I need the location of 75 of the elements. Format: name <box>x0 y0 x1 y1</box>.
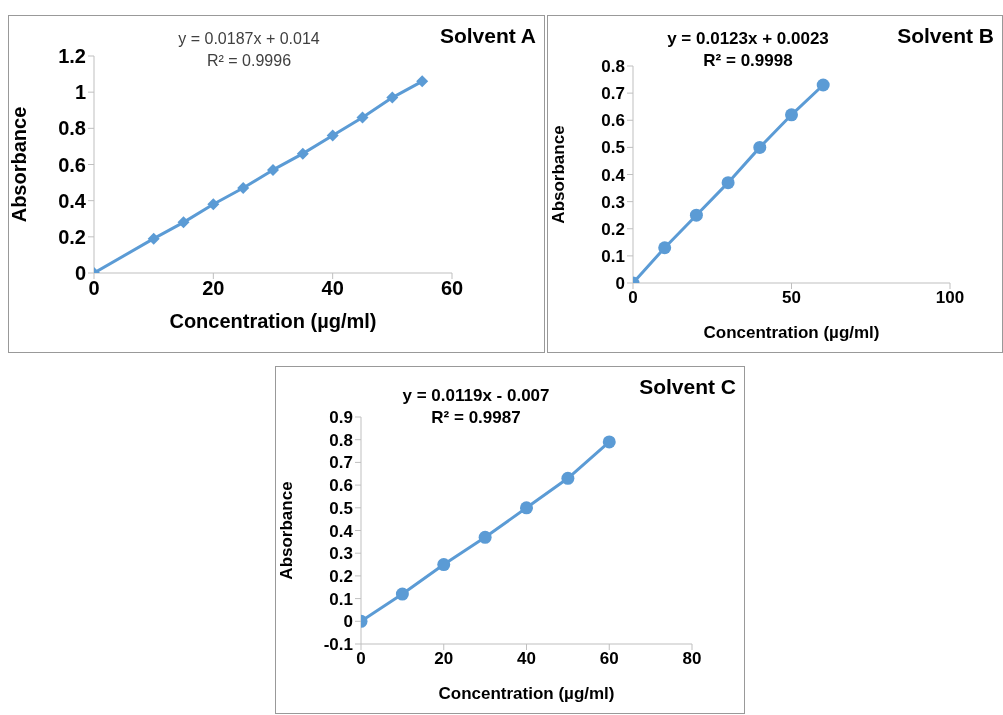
point <box>267 163 279 176</box>
y-tick-label: 0.8 <box>329 430 353 450</box>
y-tick-label: 0.5 <box>329 498 353 518</box>
y-tick-label: 0.1 <box>329 589 353 609</box>
x-axis-title: Concentration (µg/ml) <box>438 684 615 703</box>
point <box>386 91 399 104</box>
point <box>177 216 190 229</box>
x-tick-label: 80 <box>682 649 702 669</box>
x-tick-label: 0 <box>88 277 100 300</box>
y-tick-label: 0.4 <box>329 521 354 541</box>
chart-title: Solvent C <box>639 375 736 399</box>
y-tick-label: -0.1 <box>323 635 353 655</box>
annotation: R² = 0.9998 <box>702 50 794 72</box>
y-tick-label: 0.4 <box>601 165 626 185</box>
y-tick-label: 0.6 <box>601 111 625 131</box>
point <box>785 108 798 122</box>
x-tick-label: 60 <box>599 649 619 669</box>
y-tick-label: 0.4 <box>58 189 87 212</box>
y-tick-label: 0 <box>74 262 86 285</box>
x-tick-label: 0 <box>356 649 366 669</box>
x-tick-label: 20 <box>202 277 225 300</box>
x-tick-label: 60 <box>440 277 464 300</box>
point <box>326 129 339 142</box>
point <box>602 435 616 449</box>
point <box>816 78 830 92</box>
chart-title: Solvent A <box>439 24 536 48</box>
point <box>296 147 309 160</box>
x-tick-label: 40 <box>321 277 344 300</box>
y-tick-label: 0.5 <box>601 138 625 158</box>
x-tick-label: 50 <box>782 288 801 308</box>
point <box>721 176 735 190</box>
y-tick-label: 0.3 <box>329 544 353 564</box>
text: y = 0.0187x + 0.014 <box>177 29 321 49</box>
y-tick-label: 0.2 <box>58 225 86 248</box>
y-tick-label: 0.6 <box>329 476 353 496</box>
chart-title: Solvent B <box>897 24 994 48</box>
y-tick-label: 0 <box>343 612 353 632</box>
point <box>437 558 451 572</box>
point <box>356 111 369 124</box>
y-tick-label: 0.7 <box>601 84 625 104</box>
y-axis-title: Absorbance <box>277 481 297 580</box>
point <box>658 241 672 255</box>
point <box>237 182 250 195</box>
y-axis-title: Absorbance <box>8 106 31 223</box>
y-tick-label: 0.9 <box>329 408 353 428</box>
text: y = 0.0123x + 0.0023 <box>666 28 830 50</box>
point <box>753 140 767 154</box>
annotation: R² = 0.9987 <box>430 407 522 429</box>
point <box>207 198 220 211</box>
y-axis-title: Absorbance <box>549 125 569 224</box>
x-axis-title: Concentration (µg/ml) <box>169 310 377 332</box>
y-tick-label: 0.1 <box>601 246 625 266</box>
x-tick-label: 40 <box>517 649 536 669</box>
y-tick-label: 0.8 <box>58 117 86 140</box>
point <box>561 471 575 485</box>
point <box>147 232 160 245</box>
y-tick-label: 0.7 <box>329 453 353 473</box>
x-tick-label: 0 <box>628 288 638 308</box>
x-axis-title: Concentration (µg/ml) <box>703 323 880 342</box>
point <box>520 501 533 515</box>
y-tick-label: 1 <box>74 81 86 104</box>
point <box>478 530 492 544</box>
point <box>416 75 429 88</box>
text: y = 0.0119x - 0.007 <box>401 385 551 407</box>
y-tick-label: 0.2 <box>601 219 625 239</box>
y-tick-label: 0.3 <box>601 192 625 212</box>
x-tick-label: 20 <box>434 649 454 669</box>
x-tick-label: 100 <box>935 288 965 308</box>
point <box>689 208 703 222</box>
annotation: R² = 0.9996 <box>205 51 293 71</box>
y-tick-label: 0.6 <box>58 153 86 176</box>
point <box>395 587 409 601</box>
y-tick-label: 0.8 <box>601 57 625 77</box>
y-tick-label: 0.2 <box>329 566 353 586</box>
y-tick-label: 1.2 <box>58 45 86 68</box>
